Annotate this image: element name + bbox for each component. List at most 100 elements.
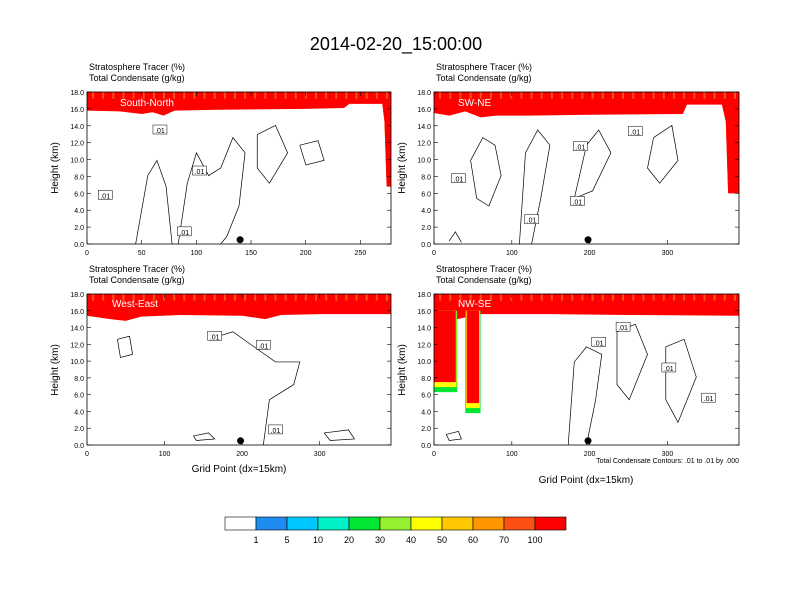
tracer-streak xyxy=(520,92,523,99)
y-tick-label: 6.0 xyxy=(74,393,84,400)
y-tick-label: 10.0 xyxy=(417,359,431,366)
tracer-streak xyxy=(223,294,226,301)
x-axis-label: Grid Point (dx=15km) xyxy=(192,464,287,475)
tracer-streak xyxy=(244,294,247,301)
x-tick-label: 100 xyxy=(159,451,171,458)
x-tick-label: 0 xyxy=(85,250,89,257)
colorbar-swatch xyxy=(379,516,412,531)
y-tick-label: 12.0 xyxy=(70,342,84,349)
plot-background xyxy=(87,294,391,445)
colorbar-label: 60 xyxy=(468,535,478,545)
plot-background xyxy=(434,92,739,244)
contour-note: Total Condensate Contours: .01 to .01 by… xyxy=(596,458,739,465)
tracer-streak xyxy=(672,92,675,99)
x-tick-label: 100 xyxy=(506,250,518,257)
tracer-streak xyxy=(385,294,388,301)
x-tick-label: 300 xyxy=(314,451,326,458)
tracer-streak xyxy=(193,294,196,301)
contour-label-box xyxy=(701,392,716,403)
tracer-streak xyxy=(274,294,277,301)
tracer-streak xyxy=(540,92,543,99)
tracer-streak xyxy=(142,92,145,99)
tracer-streak xyxy=(591,294,594,301)
section-label-nw-se: NW-SE xyxy=(458,299,491,310)
tracer-streak xyxy=(173,294,176,301)
tracer-streak xyxy=(571,92,574,99)
x-tick-label: 0 xyxy=(432,250,436,257)
colorbar-label: 100 xyxy=(527,535,542,545)
tracer-streak xyxy=(479,92,482,99)
colorbar-label: 5 xyxy=(284,535,289,545)
contour-label: .01 xyxy=(704,396,714,403)
section-label-south-north: South-North xyxy=(120,98,174,109)
tracer-streak xyxy=(703,294,706,301)
condensate-contour xyxy=(616,323,648,401)
contour-label-box xyxy=(661,362,677,373)
tracer-streak xyxy=(723,294,726,301)
panel-title-line1: Stratosphere Tracer (%) xyxy=(436,264,532,274)
y-tick-label: 18.0 xyxy=(70,292,84,299)
contour-label: .01 xyxy=(271,428,281,435)
tracer-streak xyxy=(284,294,287,301)
tracer-streak xyxy=(233,92,236,99)
y-tick-label: 2.0 xyxy=(421,426,431,433)
panel-sw-ne: Stratosphere Tracer (%) Total Condensate… xyxy=(397,62,740,257)
plot-background xyxy=(434,294,739,445)
tracer-streak xyxy=(713,294,716,301)
plot-area-sw-ne: .01 .01 .01 .01 .01 0.0 2.0 4.0 6.0 8.0 10.0 12.0 14… xyxy=(417,90,740,257)
contour-label-box xyxy=(192,165,207,176)
y-tick-label: 4.0 xyxy=(421,409,431,416)
y-tick-label: 8.0 xyxy=(421,376,431,383)
tracer-streak xyxy=(213,294,216,301)
condensate-contour xyxy=(117,335,133,358)
colorbar-label: 70 xyxy=(499,535,509,545)
tracer-streak xyxy=(571,294,574,301)
contour-label-box xyxy=(628,126,643,136)
figure-title: 2014-02-20_15:00:00 xyxy=(310,34,482,55)
x-tick-label: 0 xyxy=(85,451,89,458)
condensate-contour xyxy=(193,432,216,441)
tracer-streak xyxy=(183,294,186,301)
tracer-streak xyxy=(632,294,635,301)
tracer-streak xyxy=(510,294,513,301)
tracer-streak xyxy=(92,294,95,301)
tracer-streak xyxy=(449,294,452,301)
colorbar-swatch xyxy=(503,516,536,531)
contour-label: .01 xyxy=(179,230,189,237)
tracer-intrusion xyxy=(434,310,456,383)
y-tick-label: 10.0 xyxy=(70,359,84,366)
colorbar-swatch xyxy=(224,516,257,531)
contour-label: .01 xyxy=(664,366,674,373)
panel-west-east: Stratosphere Tracer (%) Total Condensate… xyxy=(50,264,392,475)
tracer-streak xyxy=(173,92,176,99)
tracer-streak xyxy=(203,294,206,301)
contour-label-box xyxy=(97,190,113,200)
tracer-streak xyxy=(530,294,533,301)
tracer-streak xyxy=(254,92,257,99)
x-tick-label: 150 xyxy=(245,250,257,257)
tracer-intrusion xyxy=(466,310,480,404)
tracer-streak xyxy=(335,92,338,99)
y-tick-label: 2.0 xyxy=(421,225,431,232)
tracer-streak xyxy=(693,294,696,301)
tracer-streak xyxy=(345,294,348,301)
x-tick-label: 0 xyxy=(432,451,436,458)
tracer-streak xyxy=(244,92,247,99)
tracer-streak xyxy=(132,92,135,99)
tracer-streak xyxy=(550,294,553,301)
tracer-streak xyxy=(385,92,388,99)
y-tick-label: 6.0 xyxy=(74,191,84,198)
contour-label: .01 xyxy=(155,128,165,135)
y-tick-label: 2.0 xyxy=(74,225,84,232)
condensate-contour xyxy=(177,136,246,244)
y-tick-label: 4.0 xyxy=(74,409,84,416)
tracer-streak xyxy=(142,294,145,301)
tracer-streak xyxy=(365,92,368,99)
tracer-streak xyxy=(304,294,307,301)
condensate-contour xyxy=(299,140,325,166)
colorbar-swatch xyxy=(255,516,288,531)
tracer-streak xyxy=(611,294,614,301)
tracer-streak xyxy=(122,294,125,301)
tracer-streak xyxy=(264,92,267,99)
y-tick-label: 16.0 xyxy=(70,107,84,114)
